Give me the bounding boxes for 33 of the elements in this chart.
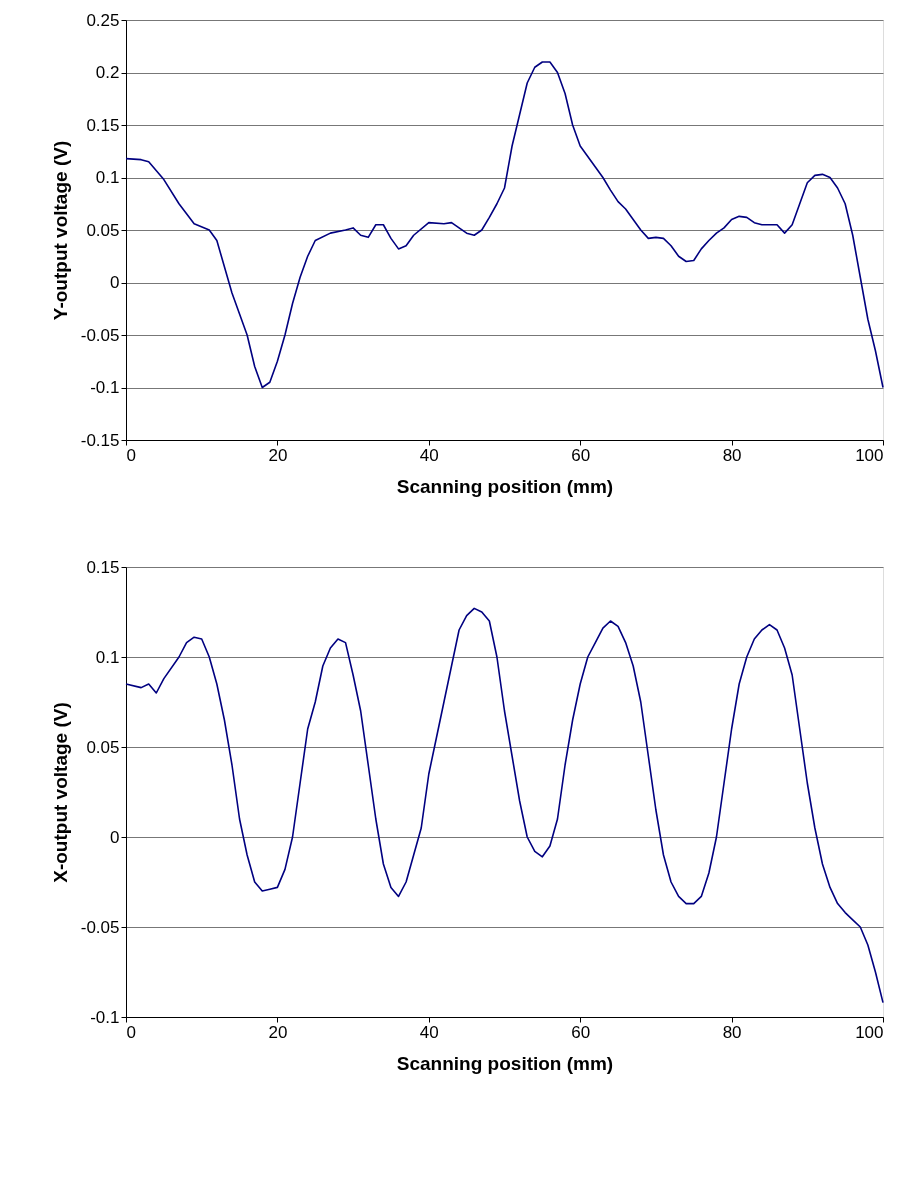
y-tick-label: 0.1 xyxy=(95,647,120,667)
y-tick-label: 0.1 xyxy=(95,168,120,187)
x-tick-label: 0 xyxy=(126,445,136,465)
x-tick-label: 40 xyxy=(419,1022,439,1042)
y-tick-label: 0.25 xyxy=(86,10,120,30)
x-axis-title: Scanning position (mm) xyxy=(396,475,614,497)
x-tick-label: 60 xyxy=(571,1022,591,1042)
y-tick-label: -0.05 xyxy=(80,325,120,345)
x-tick-label: 40 xyxy=(419,445,439,465)
y-tick-label: 0.05 xyxy=(86,737,120,757)
y-tick-label: 0 xyxy=(110,273,120,292)
y-tick-label: -0.15 xyxy=(80,430,120,450)
y-tick-label: 0 xyxy=(110,827,120,847)
y-tick-label: -0.1 xyxy=(90,1007,120,1027)
x-tick-label: 80 xyxy=(722,1022,742,1042)
y-tick-label: 0.15 xyxy=(86,557,120,577)
x-tick-label: 20 xyxy=(268,1022,288,1042)
y-tick-label: -0.1 xyxy=(90,378,120,397)
y-axis-title: Y-output voltage (V) xyxy=(49,140,71,321)
line-series xyxy=(125,607,884,1004)
y-axis-title: X-output voltage (V) xyxy=(49,702,71,883)
y-tick-label: -0.05 xyxy=(80,917,120,937)
x-tick-label: 20 xyxy=(268,445,288,465)
line-series xyxy=(125,61,884,389)
x-tick-label: 60 xyxy=(571,445,591,465)
x-tick-label: 80 xyxy=(722,445,742,465)
y-tick-label: 0.2 xyxy=(95,63,120,82)
x-tick-label: 100 xyxy=(855,445,884,465)
x-tick-label: 100 xyxy=(855,1022,884,1042)
x-axis-title: Scanning position (mm) xyxy=(396,1052,614,1074)
y-tick-label: 0.05 xyxy=(86,220,120,240)
x-tick-label: 0 xyxy=(126,1022,136,1042)
y-tick-label: 0.15 xyxy=(86,115,120,135)
